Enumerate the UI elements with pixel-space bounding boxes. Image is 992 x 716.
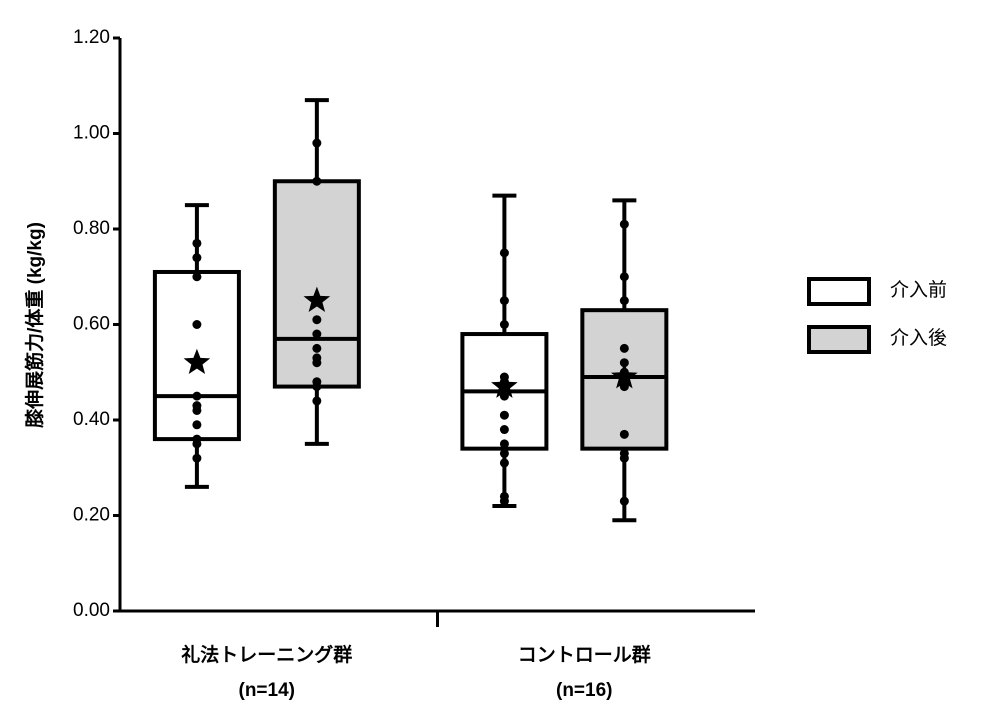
y-tick-label: 1.20 — [73, 27, 110, 48]
data-point — [499, 448, 509, 458]
y-tick-label: 0.00 — [73, 600, 110, 621]
y-tick-label: 0.40 — [73, 409, 110, 430]
legend-label: 介入前 — [890, 279, 947, 301]
data-point — [312, 396, 322, 406]
mean-star — [491, 372, 518, 398]
data-point — [499, 439, 509, 449]
data-point — [619, 343, 629, 353]
data-point — [499, 458, 509, 468]
data-point — [619, 219, 629, 229]
data-point — [192, 439, 202, 449]
data-point — [192, 405, 202, 415]
data-point — [619, 429, 629, 439]
data-point — [312, 329, 322, 339]
data-point — [192, 453, 202, 463]
data-point — [192, 238, 202, 248]
data-point — [312, 382, 322, 392]
legend-swatch — [807, 325, 871, 354]
x-tick-label: コントロール群 — [518, 643, 651, 666]
data-point — [192, 253, 202, 263]
data-point — [619, 296, 629, 306]
data-point — [192, 391, 202, 401]
data-point — [312, 315, 322, 325]
mean-star — [303, 286, 331, 312]
y-tick-label: 1.00 — [73, 123, 110, 144]
data-point — [312, 138, 322, 148]
y-tick-label: 0.80 — [73, 218, 110, 239]
data-point — [619, 453, 629, 463]
legend-swatch — [807, 277, 871, 306]
data-point — [312, 343, 322, 353]
data-point — [619, 496, 629, 506]
data-point — [312, 358, 322, 368]
data-point — [499, 410, 509, 420]
data-point — [619, 358, 629, 368]
data-point — [499, 248, 509, 258]
legend-label: 介入後 — [890, 327, 947, 349]
data-point — [499, 296, 509, 306]
y-axis-label: 膝伸展筋力/体重 (kg/kg) — [23, 222, 46, 428]
x-tick-note: (n=14) — [239, 680, 296, 701]
data-point — [192, 420, 202, 430]
data-point — [499, 425, 509, 435]
data-point — [499, 320, 509, 329]
data-point — [619, 272, 629, 282]
x-tick-note: (n=16) — [556, 680, 613, 701]
y-tick-label: 0.60 — [73, 314, 110, 335]
mean-star — [183, 348, 211, 374]
data-point — [499, 496, 509, 506]
data-point — [312, 176, 322, 186]
y-tick-label: 0.20 — [73, 505, 110, 526]
x-tick-label: 礼法トレーニング群 — [181, 643, 352, 666]
mean-star — [611, 363, 638, 389]
data-point — [192, 320, 202, 329]
data-point — [192, 272, 202, 282]
